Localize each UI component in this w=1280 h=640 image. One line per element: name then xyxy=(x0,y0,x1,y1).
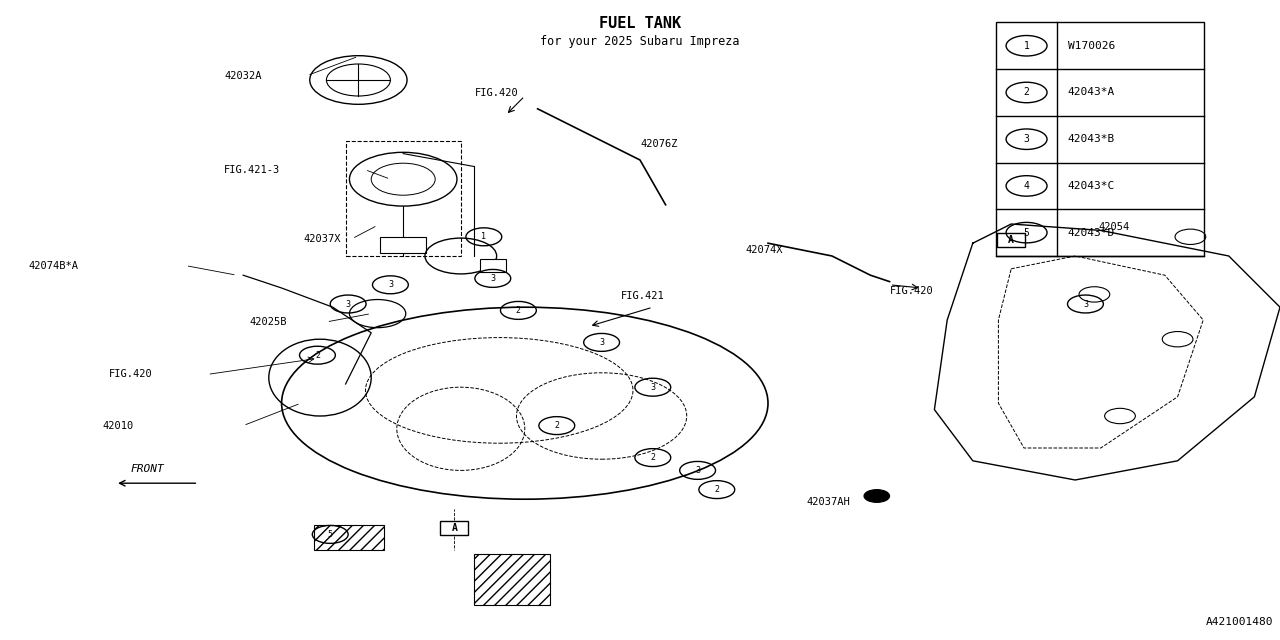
Bar xyxy=(996,22,1204,256)
Text: 42076Z: 42076Z xyxy=(640,139,677,149)
Text: 42043*A: 42043*A xyxy=(1068,88,1115,97)
Text: 2: 2 xyxy=(1024,88,1029,97)
Bar xyxy=(997,233,1025,247)
Circle shape xyxy=(864,490,890,502)
Text: FUEL TANK: FUEL TANK xyxy=(599,16,681,31)
Text: FIG.420: FIG.420 xyxy=(475,88,518,98)
Text: 3: 3 xyxy=(1024,134,1029,144)
Bar xyxy=(380,237,426,253)
Text: 2: 2 xyxy=(714,485,719,494)
Text: 2: 2 xyxy=(554,421,559,430)
Text: FRONT: FRONT xyxy=(131,463,164,474)
Text: 3: 3 xyxy=(650,383,655,392)
Bar xyxy=(474,554,550,605)
Bar xyxy=(346,141,461,256)
Text: 42054: 42054 xyxy=(1098,222,1129,232)
Text: 42043*D: 42043*D xyxy=(1068,228,1115,237)
Text: for your 2025 Subaru Impreza: for your 2025 Subaru Impreza xyxy=(540,35,740,48)
Text: 2: 2 xyxy=(650,453,655,462)
Text: 42037AH: 42037AH xyxy=(806,497,850,508)
Text: 3: 3 xyxy=(490,274,495,283)
Bar xyxy=(314,525,384,550)
Bar xyxy=(440,521,468,535)
Text: 42010: 42010 xyxy=(102,420,133,431)
Text: FIG.420: FIG.420 xyxy=(890,286,933,296)
Text: 3: 3 xyxy=(695,466,700,475)
Text: 42043*C: 42043*C xyxy=(1068,181,1115,191)
Text: 3: 3 xyxy=(1083,300,1088,308)
Text: 3: 3 xyxy=(388,280,393,289)
Text: 1: 1 xyxy=(481,232,486,241)
Text: FIG.420: FIG.420 xyxy=(109,369,152,380)
Text: W170026: W170026 xyxy=(1068,41,1115,51)
Text: 42074X: 42074X xyxy=(745,244,782,255)
Text: 2: 2 xyxy=(315,351,320,360)
Text: 42025B: 42025B xyxy=(250,317,287,327)
Text: 2: 2 xyxy=(516,306,521,315)
Text: 42074B*A: 42074B*A xyxy=(28,260,78,271)
Text: 1: 1 xyxy=(1024,41,1029,51)
Text: 42032A: 42032A xyxy=(224,70,261,81)
Text: FIG.421: FIG.421 xyxy=(621,291,664,301)
Text: 3: 3 xyxy=(346,300,351,308)
Bar xyxy=(480,259,506,272)
Text: 42043*B: 42043*B xyxy=(1068,134,1115,144)
Text: 3: 3 xyxy=(599,338,604,347)
Text: 42037X: 42037X xyxy=(303,234,340,244)
Text: 5: 5 xyxy=(1024,228,1029,237)
Text: A: A xyxy=(1009,235,1014,245)
Text: A: A xyxy=(452,523,457,533)
Text: 4: 4 xyxy=(1024,181,1029,191)
Text: 5: 5 xyxy=(328,530,333,539)
Text: FIG.421-3: FIG.421-3 xyxy=(224,164,280,175)
Text: A421001480: A421001480 xyxy=(1206,617,1274,627)
